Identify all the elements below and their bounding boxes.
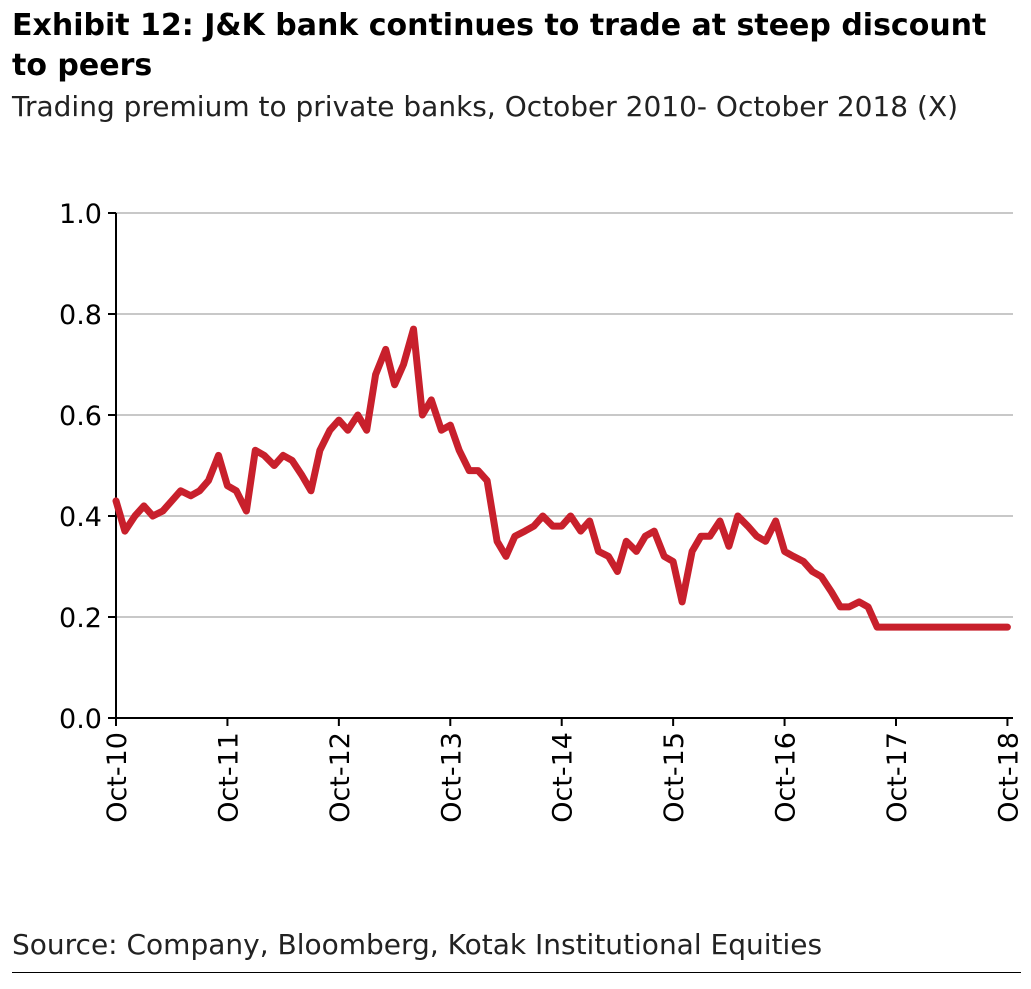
y-tick-label-2: 0.4 (59, 502, 102, 533)
source-note: Source: Company, Bloomberg, Kotak Instit… (12, 928, 823, 961)
gridlines (116, 212, 1013, 618)
chart-title: Exhibit 12: J&K bank continues to trade … (12, 8, 987, 83)
series-layer (112, 325, 1011, 631)
chart-subtitle: Trading premium to private banks, Octobe… (12, 90, 959, 123)
y-tick-label-3: 0.6 (59, 401, 102, 432)
x-axis-tick-labels: Oct-10 Oct-11 Oct-12 Oct-13 Oct-14 Oct-15 Oct-… (102, 732, 1024, 823)
y-tick-label-1: 0.2 (59, 603, 102, 634)
source-divider (12, 972, 1021, 973)
y-tick-label-4: 0.8 (59, 300, 102, 331)
x-tick-label-5: Oct-15 (659, 732, 690, 823)
y-tick-label-5: 1.0 (59, 199, 102, 230)
x-tick-label-3: Oct-13 (436, 732, 467, 823)
x-tick-label-7: Oct-17 (882, 732, 913, 823)
y-axis-tick-labels: 0.0 0.2 0.4 0.6 0.8 1.0 (59, 199, 102, 735)
x-tick-label-1: Oct-11 (213, 732, 244, 823)
x-tick-label-4: Oct-14 (548, 732, 579, 823)
x-tick-label-0: Oct-10 (102, 732, 133, 823)
x-tick-label-6: Oct-16 (771, 732, 802, 823)
y-tick-label-0: 0.0 (59, 704, 102, 735)
axes (108, 212, 1013, 726)
x-tick-label-2: Oct-12 (325, 732, 356, 823)
series-line-0 (112, 325, 1011, 631)
x-tick-label-8: Oct-18 (993, 732, 1024, 823)
